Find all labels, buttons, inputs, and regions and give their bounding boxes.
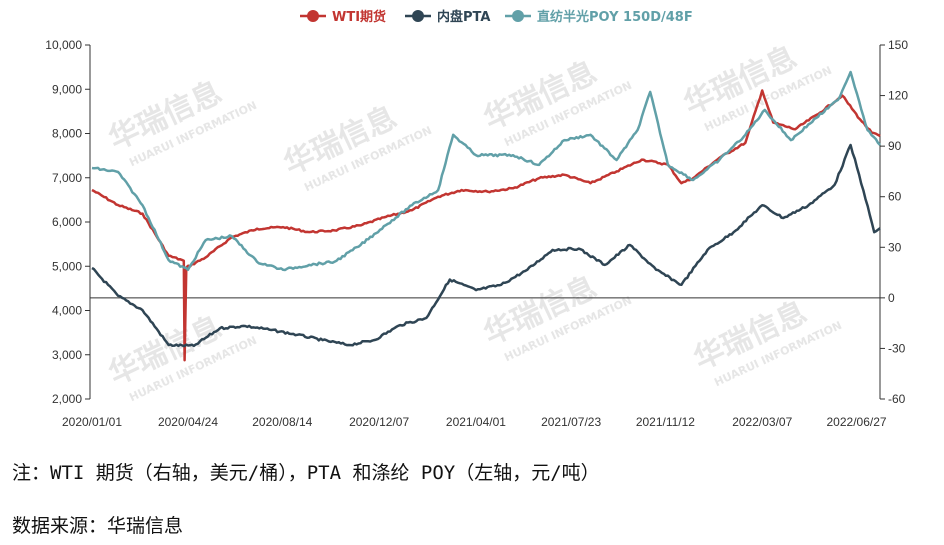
x-tick-label: 2021/11/12 (636, 415, 695, 429)
x-tick-label: 2020/12/07 (349, 415, 409, 429)
left-tick-label: 5,000 (52, 259, 82, 273)
x-tick-label: 2022/06/27 (827, 415, 887, 429)
legend-marker-icon (512, 10, 524, 22)
x-tick-label: 2022/03/07 (732, 415, 792, 429)
left-tick-label: 9,000 (52, 82, 82, 96)
right-tick-label: 120 (888, 89, 908, 103)
series-line-2 (91, 70, 881, 272)
left-tick-label: 6,000 (52, 215, 82, 229)
data-source: 数据来源：华瑞信息 (12, 515, 184, 537)
right-tick-label: 90 (888, 139, 902, 153)
left-tick-label: 10,000 (45, 38, 82, 52)
legend-marker-icon (412, 10, 424, 22)
left-tick-label: 8,000 (52, 127, 82, 141)
left-tick-label: 4,000 (52, 304, 82, 318)
legend-label: 内盘PTA (437, 9, 490, 25)
left-tick-label: 2,000 (52, 392, 82, 406)
chart-note: 注：WTI 期货（右轴，美元/桶），PTA 和涤纶 POY（左轴，元/吨） (12, 462, 600, 484)
x-tick-label: 2021/04/01 (446, 415, 506, 429)
right-tick-label: -30 (888, 341, 906, 355)
right-tick-label: 150 (888, 38, 908, 52)
right-tick-label: 30 (888, 240, 902, 254)
right-tick-label: 60 (888, 190, 902, 204)
series-line-0 (91, 89, 881, 362)
legend-label: WTI期货 (332, 9, 386, 25)
left-tick-label: 3,000 (52, 348, 82, 362)
legend-marker-icon (307, 10, 319, 22)
x-tick-label: 2020/04/24 (158, 415, 218, 429)
right-tick-label: 0 (888, 291, 895, 305)
x-tick-label: 2020/01/01 (62, 415, 122, 429)
x-tick-label: 2021/07/23 (541, 415, 601, 429)
right-tick-label: -60 (888, 392, 906, 406)
x-tick-label: 2020/08/14 (252, 415, 312, 429)
series-line-1 (91, 143, 881, 348)
legend-label: 直纺半光POY 150D/48F (537, 9, 693, 25)
left-tick-label: 7,000 (52, 171, 82, 185)
